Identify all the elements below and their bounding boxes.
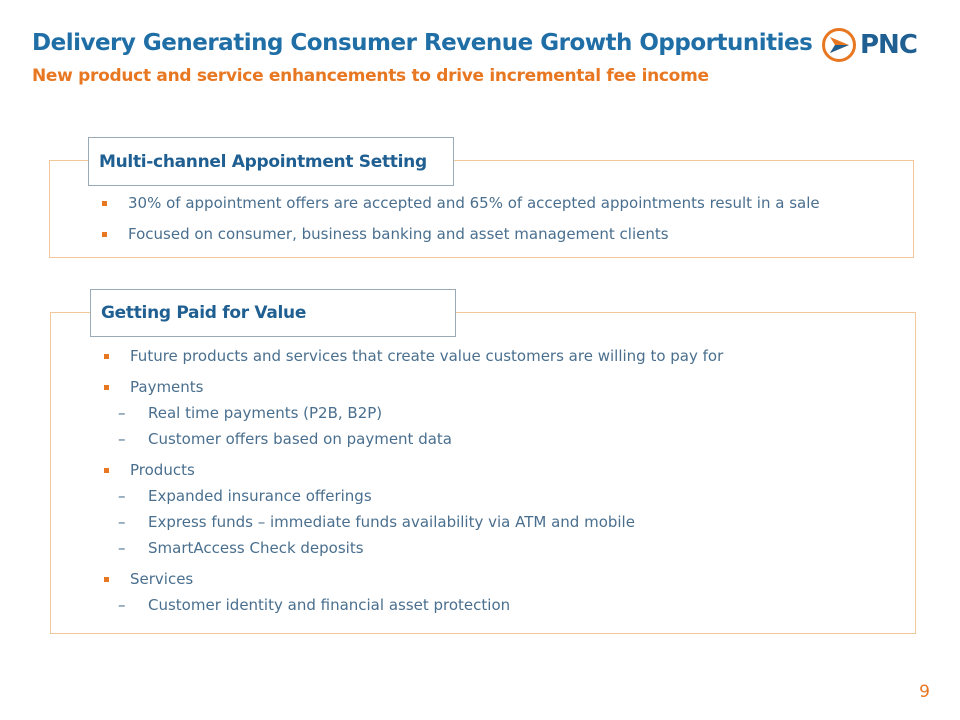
dash-icon: – [118,513,126,531]
sub-bullet-item: – Customer identity and financial asset p… [100,595,723,615]
paid-for-value-panel [50,312,916,634]
sub-bullet-text: Customer identity and financial asset pr… [148,596,511,614]
dash-icon: – [118,596,126,614]
page-number: 9 [919,682,930,702]
dash-icon: – [118,404,126,422]
sub-bullet-text: Express funds – immediate funds availabi… [148,513,635,531]
sub-bullet-list: – Expanded insurance offerings – Express fu… [100,486,723,558]
dash-icon: – [118,430,126,448]
appointment-setting-bullets: 30% of appointment offers are accepted a… [98,193,820,255]
page-title: Delivery Generating Consumer Revenue Gro… [32,30,813,56]
sub-bullet-item: – Expanded insurance offerings [100,486,723,506]
bullet-item: Future products and services that create… [100,346,723,366]
bullet-square-icon [104,354,109,359]
sub-bullet-list: – Real time payments (P2B, B2P) – Customer … [100,403,723,449]
page-subtitle: New product and service enhancements to … [32,66,709,86]
bullet-text: Focused on consumer, business banking an… [128,225,669,243]
bullet-item: Focused on consumer, business banking an… [98,224,820,244]
pnc-logo-icon [822,28,856,62]
bullet-square-icon [102,232,107,237]
bullet-square-icon [104,385,109,390]
sub-bullet-text: Real time payments (P2B, B2P) [148,404,383,422]
bullet-text: Services [130,570,194,588]
bullet-square-icon [104,468,109,473]
bullet-item: Payments – Real time payments (P2B, B2P) – C… [100,377,723,449]
dash-icon: – [118,487,126,505]
bullet-square-icon [104,577,109,582]
pnc-logo: PNC [822,28,918,62]
bullet-item: Products – Expanded insurance offerings – Ex… [100,460,723,558]
sub-bullet-item: – Express funds – immediate funds availab… [100,512,723,532]
bullet-text: Future products and services that create… [130,347,724,365]
sub-bullet-list: – Customer identity and financial asset p… [100,595,723,615]
sub-bullet-item: – SmartAccess Check deposits [100,538,723,558]
bullet-text: Products [130,461,195,479]
appointment-setting-heading: Multi-channel Appointment Setting [88,137,454,186]
dash-icon: – [118,539,126,557]
sub-bullet-text: Customer offers based on payment data [148,430,452,448]
bullet-item: 30% of appointment offers are accepted a… [98,193,820,213]
sub-bullet-item: – Real time payments (P2B, B2P) [100,403,723,423]
bullet-text: 30% of appointment offers are accepted a… [128,194,820,212]
bullet-item: Services – Customer identity and financial… [100,569,723,615]
sub-bullet-item: – Customer offers based on payment data [100,429,723,449]
sub-bullet-text: SmartAccess Check deposits [148,539,364,557]
appointment-setting-panel [49,160,914,258]
sub-bullet-text: Expanded insurance offerings [148,487,372,505]
bullet-square-icon [102,201,107,206]
bullet-text: Payments [130,378,204,396]
paid-for-value-bullets: Future products and services that create… [100,346,723,626]
paid-for-value-heading: Getting Paid for Value [90,289,456,337]
pnc-logo-text: PNC [860,30,918,60]
